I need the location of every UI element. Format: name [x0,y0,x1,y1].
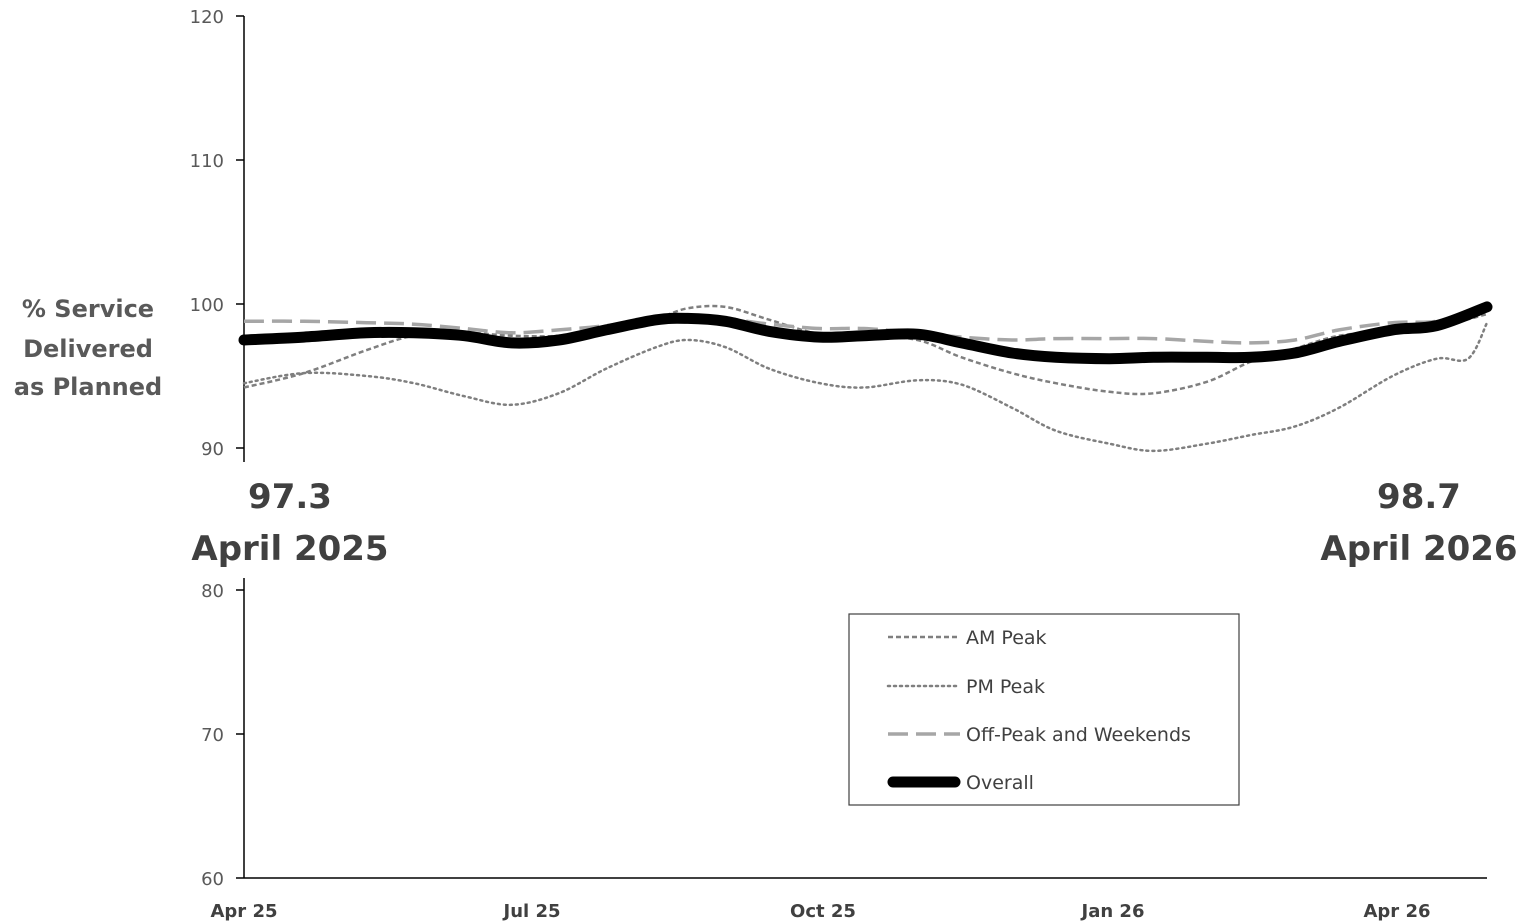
y-axis-title-line-1: % Service [22,295,154,323]
legend-label-overall: Overall [966,772,1034,794]
legend-box [848,613,1240,806]
series-line-pm-peak [242,321,1489,453]
x-tick-label-jul-25: Jul 25 [502,901,561,922]
annotations: 97.3 April 2025 98.7 April 2026 [191,477,1517,569]
annotation-end-label: April 2026 [1320,529,1517,569]
series-group [238,301,1493,453]
upper-panel-axis: 120 110 100 90 [190,7,245,462]
legend-label-am-peak: AM Peak [966,627,1047,649]
x-tick-label-oct-25: Oct 25 [790,901,856,922]
x-tick-label-apr-26: Apr 26 [1363,901,1430,922]
y-axis-title: % Service Delivered as Planned [14,295,162,401]
y-axis-title-line-3: as Planned [14,373,162,401]
x-tick-label-apr-25: Apr 25 [210,901,277,922]
lower-y-tick-label-60: 60 [201,869,224,890]
annotation-start-label: April 2025 [191,529,388,569]
upper-y-tick-label-90: 90 [201,439,224,460]
annotation-start-value: 97.3 [248,477,332,517]
series-line-off-peak-and-weekends [243,308,1488,345]
annotation-end-value: 98.7 [1377,477,1461,517]
lower-y-tick-label-70: 70 [201,725,224,746]
legend-label-pm-peak: PM Peak [966,676,1045,698]
legend: AM Peak PM Peak Off-Peak and Weekends Ov… [848,613,1240,806]
x-tick-label-jan-26: Jan 26 [1080,901,1145,922]
upper-y-tick-label-110: 110 [190,151,224,172]
legend-label-off-peak-and-weekends: Off-Peak and Weekends [966,724,1191,746]
x-axis-ticks: Apr 25 Jul 25 Oct 25 Jan 26 Apr 26 [210,901,1430,922]
y-axis-title-line-2: Delivered [23,335,153,363]
lower-panel-axis: 80 70 60 [201,578,1487,890]
upper-y-tick-label-100: 100 [190,295,224,316]
lower-y-tick-label-80: 80 [201,581,224,602]
upper-y-tick-label-120: 120 [190,7,224,28]
series-line-overall [238,301,1493,365]
